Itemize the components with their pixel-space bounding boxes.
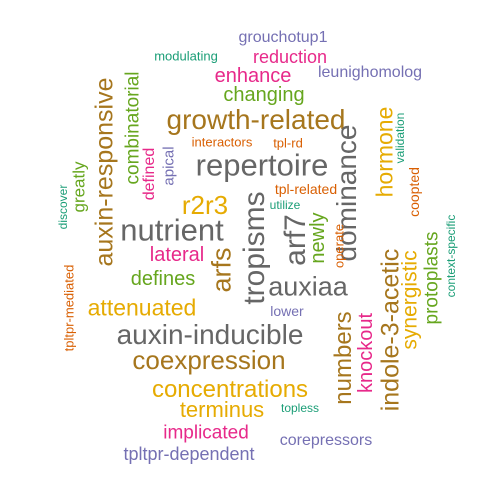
word: discover: [56, 184, 70, 230]
word: synergistic: [398, 250, 422, 350]
word: interactors: [191, 134, 253, 150]
word: leunighomolog: [317, 64, 423, 81]
word: arfs: [206, 247, 237, 293]
word: validation: [393, 112, 407, 164]
word: concentrations: [151, 376, 309, 403]
word: r2r3: [181, 190, 229, 220]
word: context-specific: [444, 214, 458, 298]
word: operate: [331, 223, 347, 269]
word: nutrient: [120, 212, 224, 248]
word: tpltpr-dependent: [123, 444, 255, 464]
word: newly: [307, 212, 329, 264]
word: terminus: [179, 397, 265, 422]
word: lower: [270, 303, 304, 319]
word: tpl-rd: [273, 135, 303, 151]
word: tpltpr-mediated: [61, 264, 77, 352]
word: utilize: [269, 198, 301, 212]
word: implicated: [163, 422, 249, 444]
word: reduction: [252, 47, 328, 67]
word: growth-related: [166, 104, 346, 135]
word: greatly: [69, 161, 89, 213]
word: attenuated: [87, 294, 197, 321]
word: grouchotup1: [238, 29, 328, 46]
word: coexpression: [132, 345, 286, 375]
word: defined: [141, 147, 158, 201]
word: topless: [280, 401, 320, 415]
word: coopted: [406, 167, 422, 217]
word: auxiaa: [268, 271, 348, 302]
word: combinatorial: [122, 71, 144, 185]
word: changing: [223, 84, 305, 106]
word: auxin-inducible: [116, 319, 304, 350]
word: apical: [160, 146, 178, 186]
word: repertoire: [195, 147, 329, 183]
word: modulating: [154, 48, 218, 64]
word: numbers: [330, 311, 357, 405]
word: defines: [130, 268, 196, 290]
word: enhance: [214, 65, 292, 87]
word: tpl-related: [274, 181, 338, 197]
word: knockout: [355, 312, 377, 394]
word: protoplasts: [421, 231, 443, 325]
word: corepressors: [279, 432, 373, 449]
word: tropisms: [238, 191, 271, 305]
word: auxin-responsive: [90, 77, 119, 267]
word: lateral: [149, 244, 205, 266]
